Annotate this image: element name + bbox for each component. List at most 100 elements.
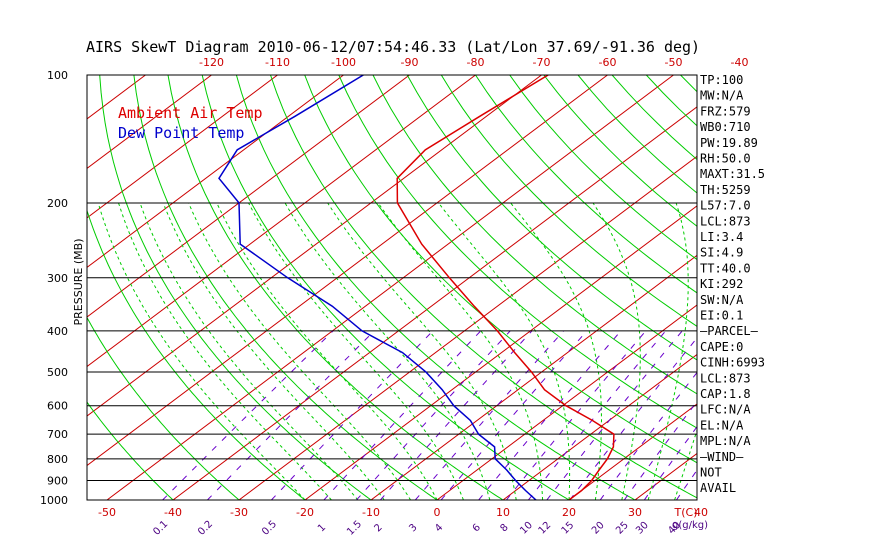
index-entry: SI:4.9 bbox=[700, 246, 743, 260]
isotherm-line bbox=[172, 106, 697, 500]
isotherm-line bbox=[87, 75, 278, 219]
moist-adiabat-line bbox=[162, 202, 385, 500]
isotherm-line bbox=[767, 75, 870, 500]
isotherm-line bbox=[436, 304, 697, 500]
isotherm-line bbox=[87, 75, 410, 318]
isotherm-line bbox=[502, 353, 697, 500]
dry-adiabat-line bbox=[133, 75, 438, 500]
dry-adiabat-line bbox=[167, 75, 504, 500]
dry-adiabat-line bbox=[372, 75, 697, 395]
isotherm-line bbox=[106, 75, 674, 500]
index-entry: CAPE:0 bbox=[700, 340, 743, 354]
bottom-temp-tick-label: -30 bbox=[230, 506, 248, 519]
dry-adiabat-line bbox=[475, 75, 697, 294]
dry-adiabat-line bbox=[817, 75, 870, 500]
mixing-ratio-tick-label: 1.5 bbox=[345, 519, 364, 538]
dry-adiabat-line bbox=[87, 401, 174, 500]
mixing-ratio-tick-label: 2 bbox=[372, 522, 384, 534]
dry-adiabat-line bbox=[406, 75, 697, 361]
index-entry: —WIND— bbox=[700, 450, 744, 464]
index-entry: AVAIL bbox=[700, 481, 736, 495]
index-entry: LFC:N/A bbox=[700, 403, 751, 417]
mixing-ratio-tick-label: 30 bbox=[634, 520, 651, 537]
index-entry: WB0:710 bbox=[700, 120, 751, 134]
index-entry: NOT bbox=[700, 466, 722, 480]
index-entry: MAXT:31.5 bbox=[700, 167, 765, 181]
mixing-ratio-tick-label: 8 bbox=[498, 522, 510, 534]
mixing-ratio-tick-label: 12 bbox=[537, 520, 554, 537]
isotherm-line bbox=[238, 155, 697, 500]
index-entry: SW:N/A bbox=[700, 293, 744, 307]
index-entry: TP:100 bbox=[700, 73, 743, 87]
bottom-temp-tick-label: -10 bbox=[362, 506, 380, 519]
mixing-ratio-tick-label: 25 bbox=[614, 520, 631, 537]
mixing-ratio-tick-label: 20 bbox=[590, 520, 607, 537]
isotherm-line bbox=[87, 75, 476, 368]
isotherm-line bbox=[87, 75, 344, 269]
moist-adiabat-line bbox=[377, 202, 544, 500]
chart-title: AIRS SkewT Diagram 2010-06-12/07:54:46.3… bbox=[86, 38, 700, 56]
top-temp-tick-label: -50 bbox=[665, 56, 683, 69]
top-temp-tick-label: -110 bbox=[265, 56, 290, 69]
pressure-tick-label: 600 bbox=[47, 400, 68, 413]
y-axis-label: PRESSURE (MB) bbox=[72, 239, 85, 326]
index-entry: MPL:N/A bbox=[700, 434, 751, 448]
mixing-ratio-tick-label: 10 bbox=[518, 520, 535, 537]
index-entry: CINH:6993 bbox=[700, 356, 765, 370]
top-temp-tick-label: -120 bbox=[199, 56, 224, 69]
isotherm-line bbox=[0, 75, 14, 500]
top-temp-tick-label: -80 bbox=[467, 56, 485, 69]
plot-frame bbox=[86, 74, 698, 501]
index-entry: LCL:873 bbox=[700, 371, 751, 385]
pressure-tick-label: 400 bbox=[47, 325, 68, 338]
index-entry: EI:0.1 bbox=[700, 309, 743, 323]
dry-adiabat-line bbox=[783, 75, 870, 500]
mixing-ratio-tick-label: 3 bbox=[407, 522, 419, 534]
bottom-temp-tick-label: 20 bbox=[562, 506, 576, 519]
pressure-tick-label: 800 bbox=[47, 453, 68, 466]
mixing-ratio-tick-label: 0.2 bbox=[196, 519, 215, 538]
bottom-temp-tick-label: -50 bbox=[98, 506, 116, 519]
dry-adiabat-line bbox=[87, 208, 306, 500]
pressure-tick-label: 500 bbox=[47, 366, 68, 379]
dry-adiabat-line bbox=[87, 316, 240, 500]
plot-border bbox=[86, 74, 698, 501]
index-entry: TT:40.0 bbox=[700, 261, 751, 275]
isotherm-line bbox=[87, 75, 542, 417]
index-entry: LI:3.4 bbox=[700, 230, 743, 244]
moist-adiabat-line bbox=[216, 202, 438, 500]
index-entry: PW:19.89 bbox=[700, 136, 758, 150]
index-entry: L57:7.0 bbox=[700, 199, 751, 213]
mixing-ratio-tick-label: 0.1 bbox=[151, 519, 170, 538]
index-entry: RH:50.0 bbox=[700, 152, 751, 166]
mixing-ratio-tick-label: 0.5 bbox=[260, 519, 279, 538]
index-entry: LCL:873 bbox=[700, 214, 751, 228]
top-temp-tick-label: -60 bbox=[599, 56, 617, 69]
isotherm-line bbox=[87, 75, 608, 467]
mixing-ratio-unit: g(g/kg) bbox=[672, 520, 708, 531]
top-temp-tick-label: -100 bbox=[331, 56, 356, 69]
mixing-ratio-tick-label: 4 bbox=[433, 522, 445, 534]
dry-adiabat-line bbox=[304, 75, 697, 464]
bottom-temp-tick-label: 30 bbox=[628, 506, 642, 519]
bottom-temp-unit: T(C) bbox=[674, 506, 698, 519]
legend-air-temp: Ambient Air Temp bbox=[118, 104, 263, 122]
pressure-tick-label: 700 bbox=[47, 428, 68, 441]
mixing-ratio-tick-label: 6 bbox=[471, 522, 483, 534]
isotherm-line bbox=[370, 254, 697, 500]
dry-adiabat-line bbox=[509, 75, 697, 261]
moist-adiabat-line bbox=[647, 202, 689, 500]
top-temp-tick-label: -70 bbox=[533, 56, 551, 69]
dry-adiabat-line bbox=[201, 75, 570, 500]
mixing-ratio-line bbox=[162, 330, 334, 500]
index-entry: —PARCEL— bbox=[700, 324, 759, 338]
bottom-temp-tick-label: 40 bbox=[694, 506, 708, 519]
index-entry: EL:N/A bbox=[700, 418, 744, 432]
isotherm-line bbox=[304, 205, 697, 500]
top-temp-tick-label: -40 bbox=[731, 56, 749, 69]
index-entry: CAP:1.8 bbox=[700, 387, 751, 401]
dry-adiabat-line bbox=[645, 75, 697, 127]
